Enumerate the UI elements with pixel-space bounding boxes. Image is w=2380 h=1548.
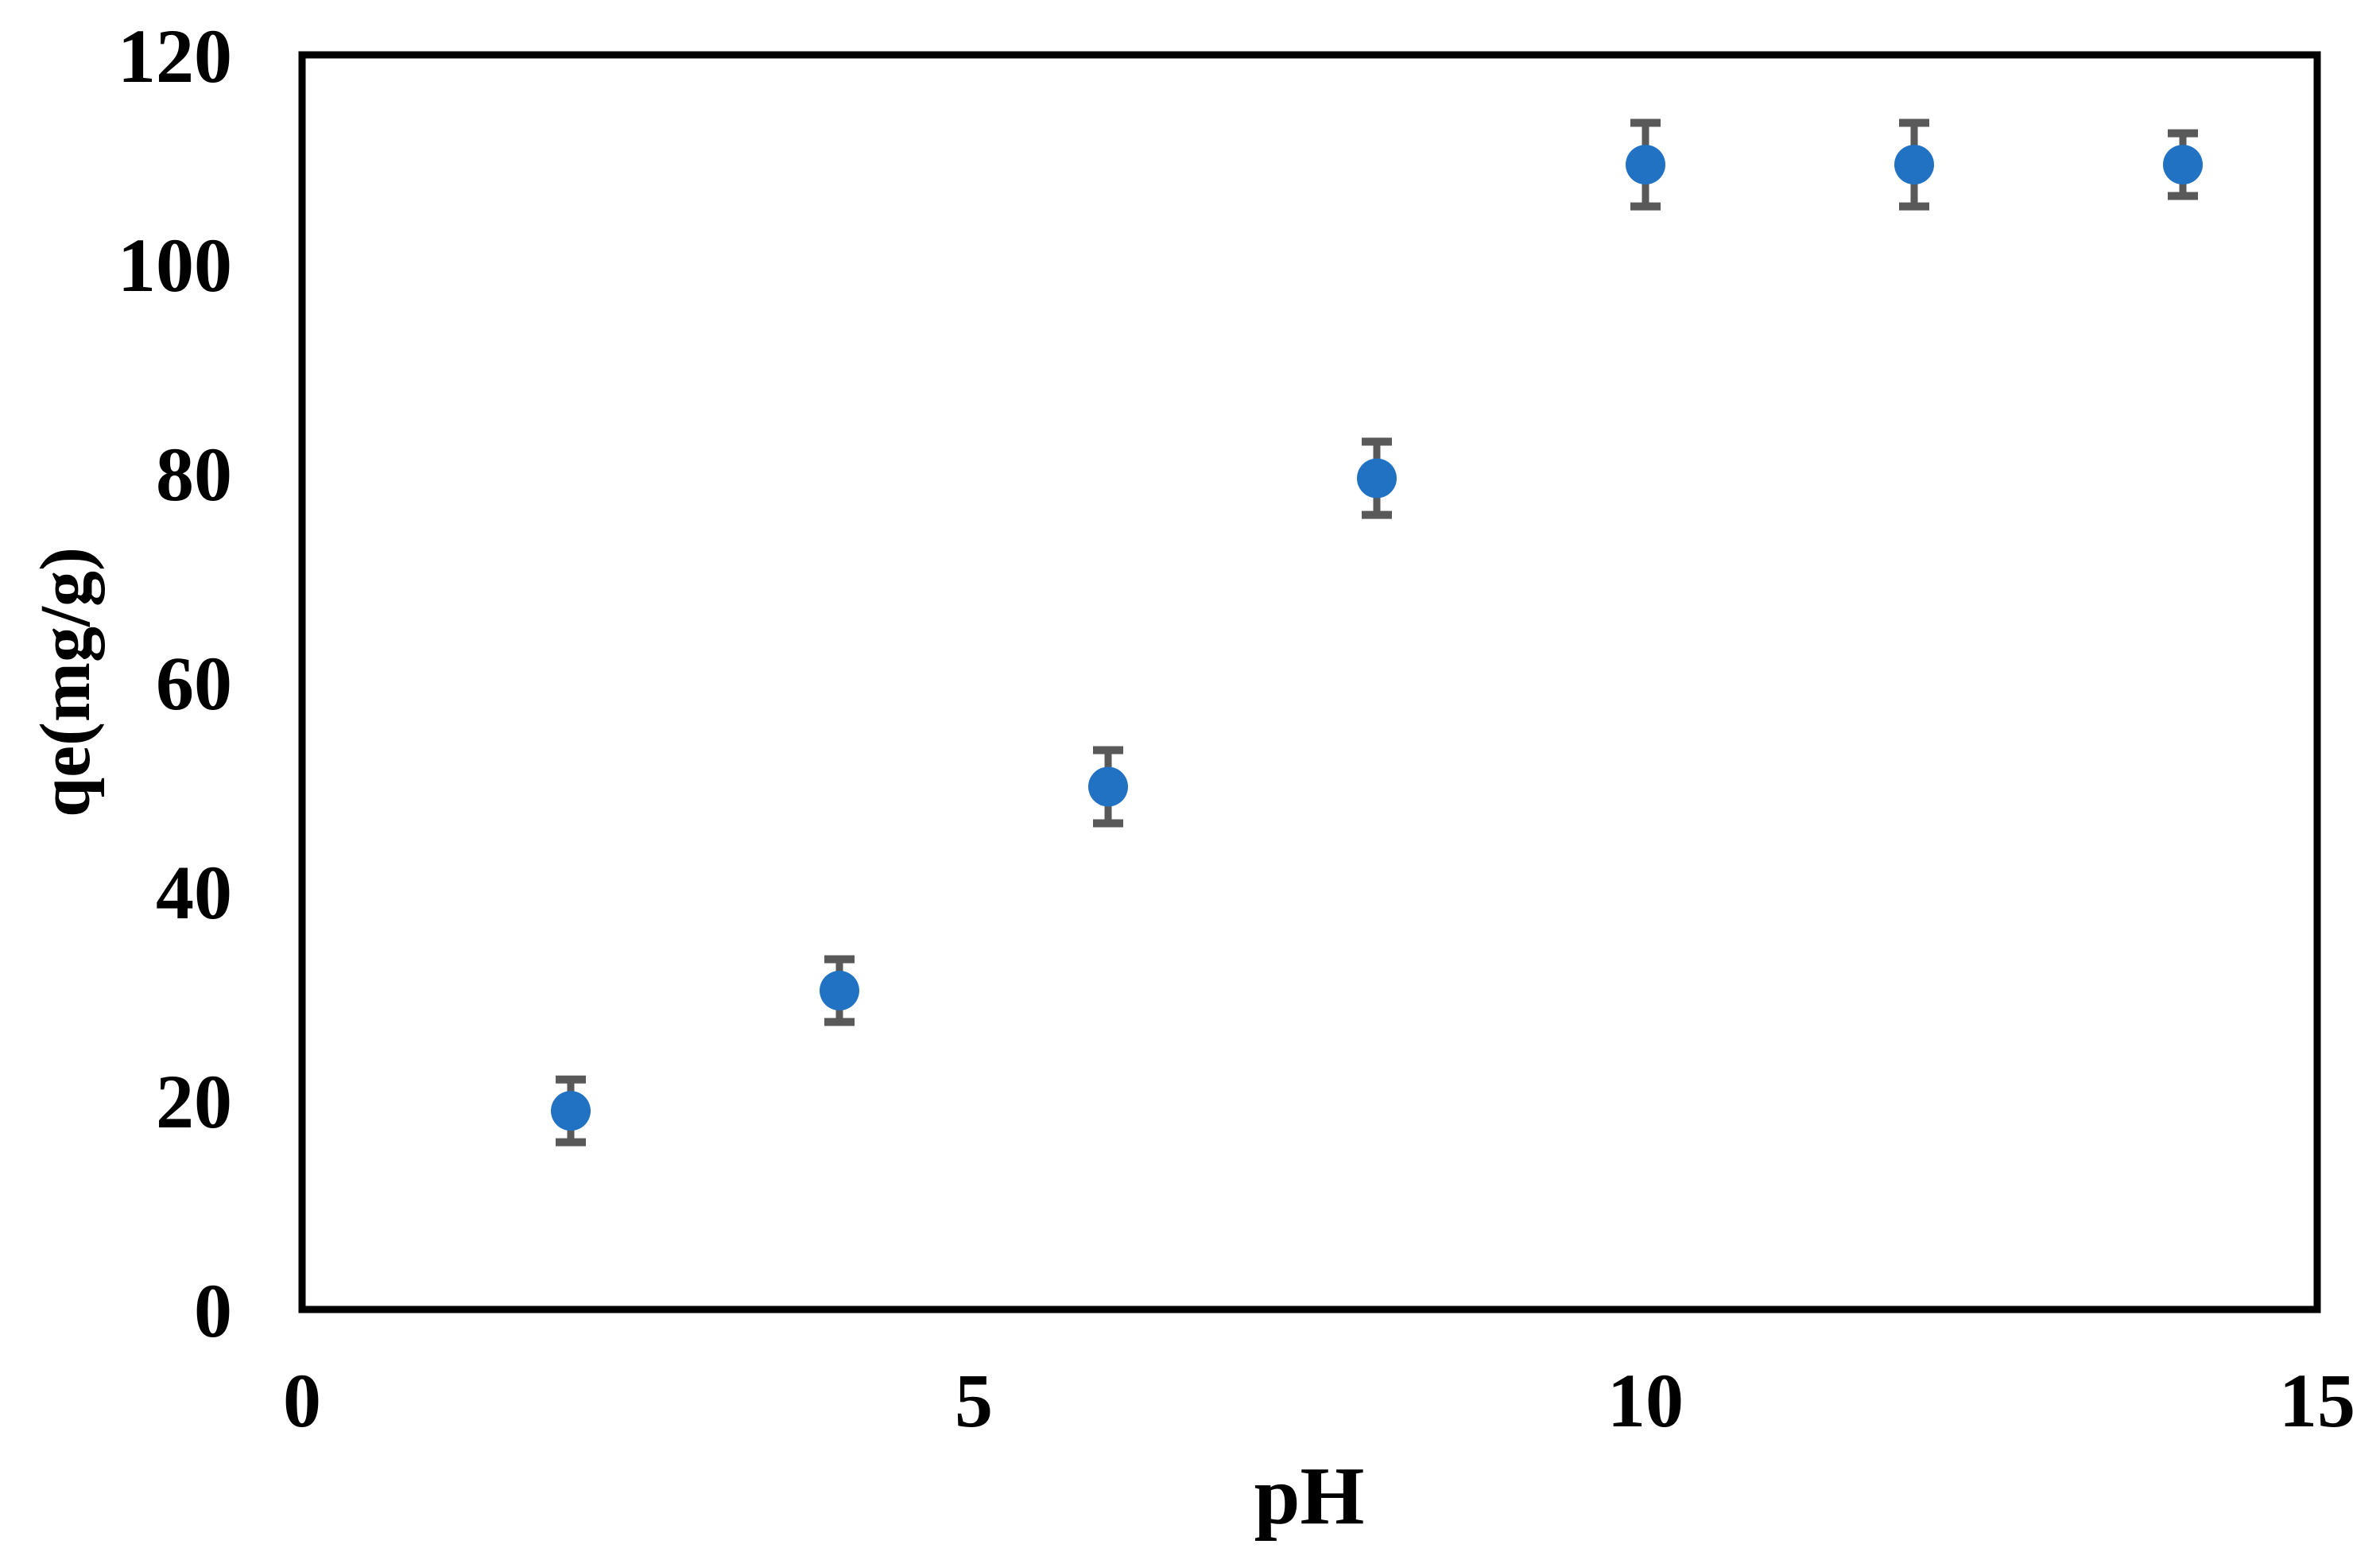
y-tick-labels: 0 20 40 60 80 100 120 bbox=[118, 14, 232, 1353]
x-tick-labels: 0 5 10 15 bbox=[283, 1358, 2355, 1443]
y-tick-label: 60 bbox=[156, 641, 232, 726]
y-tick-label: 40 bbox=[156, 850, 232, 935]
y-tick-label: 20 bbox=[156, 1059, 232, 1144]
data-point-marker bbox=[1357, 458, 1397, 499]
plot-area-border bbox=[298, 51, 2321, 1313]
error-bars-layer bbox=[556, 118, 2198, 1146]
data-point-marker bbox=[1626, 145, 1665, 185]
x-tick-label: 10 bbox=[1607, 1358, 1684, 1443]
data-point-marker bbox=[1088, 766, 1128, 807]
y-axis-label: qe(mg/g) bbox=[26, 547, 105, 817]
data-point-marker bbox=[551, 1091, 591, 1131]
data-point-marker bbox=[1894, 145, 1934, 185]
y-tick-label: 100 bbox=[118, 223, 232, 308]
data-point-marker bbox=[2163, 145, 2203, 185]
data-points-layer bbox=[551, 145, 2203, 1131]
data-point-marker bbox=[820, 970, 859, 1011]
x-tick-label: 0 bbox=[283, 1358, 321, 1443]
x-tick-label: 5 bbox=[955, 1358, 993, 1443]
x-axis-label: pH bbox=[1254, 1450, 1365, 1542]
y-tick-label: 80 bbox=[156, 432, 232, 517]
y-tick-label: 120 bbox=[118, 14, 232, 99]
y-tick-label: 0 bbox=[194, 1268, 232, 1353]
x-tick-label: 15 bbox=[2279, 1358, 2355, 1443]
